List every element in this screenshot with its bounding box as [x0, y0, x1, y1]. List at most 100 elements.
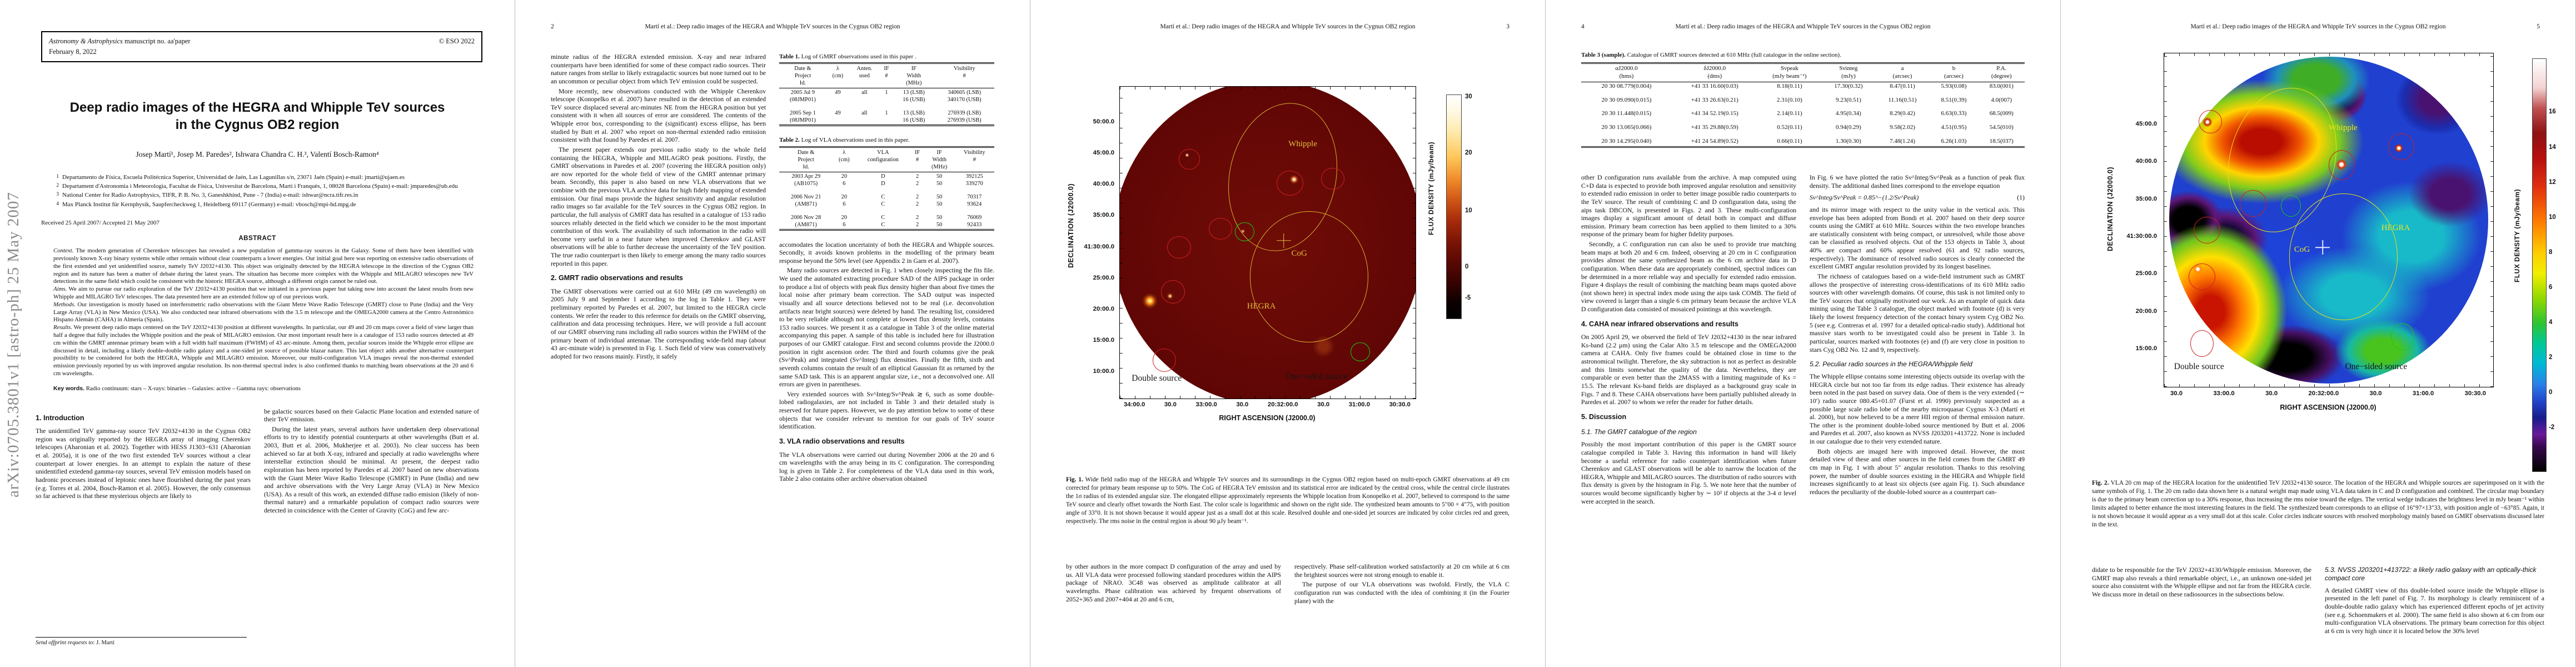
- table-cell: +41 33 26.63(0.21): [1691, 96, 1738, 103]
- tick-label: 45:00.0: [1093, 150, 1114, 157]
- table-cell: C C: [881, 193, 885, 207]
- table-cell: 50 50: [936, 173, 943, 187]
- fig1-caption: Fig. 1. Wide field radio map of the HEGR…: [1066, 476, 1509, 525]
- fig1-y-axis-label: DECLINATION (J2000.0): [1067, 183, 1075, 268]
- affiliation-item: 3 National Center for Radio Astrophysics,…: [53, 191, 480, 199]
- table-cell: D D: [881, 173, 885, 187]
- right-column: respectively. Phase self-calibration wor…: [1294, 563, 1509, 606]
- fig2-hegra-label: HEGRA: [2381, 223, 2410, 232]
- fig1-cog-cross: [1277, 233, 1291, 248]
- table-cell: 7.48(1.24): [1890, 137, 1915, 145]
- table-cell: 76069 92433: [967, 214, 982, 228]
- table-2: Date & Project Id. λ (cm) VLA configuratio…: [779, 146, 994, 231]
- tick-label: 2: [2549, 354, 2553, 361]
- tick-label: 30: [1465, 93, 1472, 101]
- table-cell: +41 34 52.19(0.15): [1691, 110, 1738, 117]
- fig1-double-source-legend-circle: [1152, 349, 1177, 372]
- fig2-y-axis-label: DECLINATION (J2000.0): [2106, 167, 2114, 251]
- fig1-x-ticks: 34:00.0 30.0 33:00.0 30.0 20:32:00.0 30.0 31:0…: [1119, 401, 1415, 408]
- table-header-cell: a (arcsec): [1875, 63, 1930, 82]
- table-row: 20 30 08.779(0.004) +41 33 16.60(0.03) 8.1…: [1581, 82, 2025, 91]
- tick-label: 4: [2549, 318, 2553, 326]
- table-cell: 0.66(0.11): [1777, 137, 1802, 145]
- fig2-double-source-circle: [2240, 190, 2266, 217]
- tick-label: 12: [2549, 178, 2556, 186]
- table-row: 20 30 14.295(0.040) +41 24 54.89(0.52) 0.6…: [1581, 132, 2025, 147]
- table-cell: 9.58(2.02): [1890, 124, 1915, 131]
- fig2-hegra-circle: [2289, 193, 2398, 320]
- table-row: 2003 Apr 29 (AB1075) 20 6 D D 2 2 50 50 39212…: [779, 172, 994, 188]
- table-3-caption: Table 3 (sample). Catalogue of GMRT sour…: [1581, 52, 1841, 58]
- abstract-label: Aims.: [53, 286, 67, 293]
- table-cell: 6.26(1.03): [1941, 137, 1967, 145]
- table-cell: 50 50: [936, 214, 943, 228]
- fig2-double-source-label: Double source: [2174, 362, 2224, 371]
- fig2-double-source-circle: [2194, 217, 2220, 243]
- paragraph: The present paper extends our previous r…: [551, 145, 766, 267]
- tick-label: 10: [2549, 213, 2556, 221]
- tick-label: 45:00.0: [2135, 121, 2157, 127]
- page-number: 5: [2537, 23, 2540, 30]
- table-cell: 70317 93624: [967, 193, 982, 207]
- fig2-cog-cross: [2315, 240, 2330, 255]
- paragraph: be galactic sources based on their Galac…: [264, 407, 479, 424]
- paragraph: didate to be responsible for the TeV J20…: [2092, 566, 2311, 598]
- running-head: 2 Martí et al.: Deep radio images of the…: [551, 23, 994, 30]
- table-cell: 54.5(010): [1989, 124, 2014, 131]
- tick-label: 35:00.0: [2135, 195, 2157, 202]
- table-row: 20 30 11.448(0.015) +41 34 52.19(0.15) 2.1…: [1581, 104, 2025, 118]
- table-header-cell: IF Width (MHz): [924, 147, 955, 172]
- table-cell: 20 30 11.448(0.015): [1601, 110, 1652, 117]
- manuscript-no: manuscript no. aa'paper: [122, 37, 191, 45]
- table-row: 2005 Sep 1 (08JMP01) 49 all 1 13 (LSB) 16 (U…: [779, 104, 994, 126]
- tick-label: 20:00.0: [2135, 307, 2157, 315]
- tick-label: -5: [1465, 294, 1471, 301]
- body-columns: by other authors in the more compact D c…: [1066, 563, 1509, 606]
- tick-label: 34:00.0: [1124, 401, 1145, 408]
- fig1-whipple-label: Whipple: [1288, 140, 1317, 149]
- fig2-double-source-circle: [2199, 110, 2222, 133]
- paragraph: The Whipple ellipse contains some intere…: [1810, 372, 2025, 445]
- fig1-colorbar-label: FLUX DENSITY (mJy/beam): [1427, 142, 1435, 235]
- tick-label: 20:32:00.0: [1267, 401, 1298, 408]
- table-cell: 8.47(0.11): [1890, 82, 1915, 89]
- keywords-label: Key words.: [53, 385, 85, 392]
- right-column: Table 1. Log of GMRT observations used i…: [779, 53, 994, 485]
- table-cell: 6.63(0.33): [1941, 110, 1967, 117]
- page-1: arXiv:0705.3801v1 [astro-ph] 25 May 2007…: [0, 0, 515, 667]
- table-1-caption: Table 1. Log of GMRT observations used i…: [779, 53, 916, 60]
- tick-label: 30.0: [2170, 390, 2183, 397]
- fig1-colorbar: [1446, 94, 1462, 319]
- right-column: be galactic sources based on their Galac…: [264, 407, 479, 516]
- table-header-cell: VLA configuration: [855, 147, 911, 172]
- fig1-colorbar-ticks: 30 20 10 0 -5: [1465, 93, 1482, 318]
- tick-label: 10:00.0: [1093, 368, 1114, 375]
- fig2-cog-label: CoG: [2294, 245, 2310, 254]
- right-column: 5.3. NVSS J203201+413722: a likely radio…: [2325, 566, 2544, 637]
- tick-label: 6: [2549, 283, 2553, 291]
- table-header-cell: Visibility #: [954, 147, 994, 172]
- table-cell: 20 6: [841, 193, 848, 207]
- paragraph: During the latest years, several authors…: [264, 425, 479, 515]
- table-cell: 4.51(0.95): [1941, 124, 1967, 131]
- paragraph: The richness of catalogues based on a wi…: [1810, 272, 2025, 354]
- fig1-one-sided-label: One−sided source: [1285, 372, 1348, 382]
- offprint-footnote: Send offprint requests to: J. Martí: [36, 637, 247, 646]
- table-cell: 392125 339270: [965, 173, 983, 187]
- journal-info: Astronomy & Astrophysics manuscript no. …: [49, 36, 191, 57]
- table-2-caption: Table 2. Log of VLA observations used in…: [779, 137, 910, 144]
- running-head: Martí et al.: Deep radio images of the H…: [1066, 23, 1509, 30]
- paragraph: The GMRT observations were carried out a…: [551, 287, 766, 360]
- affiliation-item: 1 Departamento de Física, Escuela Politéc…: [53, 173, 480, 181]
- affiliation-num: 3: [56, 191, 59, 197]
- table-cell: +41 33 16.60(0.03): [1691, 82, 1738, 89]
- keywords-line: Key words. Radio continuum: stars – X-ra…: [53, 385, 474, 393]
- fig1-double-source-circle: [1208, 217, 1233, 240]
- paragraph: More recently, new observations conducte…: [551, 87, 766, 144]
- table-cell: +41 24 54.89(0.52): [1691, 137, 1738, 145]
- fig2-x-ticks: 30.0 33:00.0 30.0 20:32:00.0 30.0 31:00.0 30:3…: [2164, 390, 2493, 397]
- fig2-colorbar-ticks: 16 14 12 10 8 6 4 2 0 -2: [2549, 58, 2565, 471]
- table-cell: 9.23(0.51): [1835, 96, 1861, 103]
- fig2-caption: Fig. 2. VLA 20 cm map of the HEGRA locat…: [2092, 480, 2545, 529]
- affiliation-text: Departament d'Astronomia i Meteorologia,…: [62, 183, 458, 190]
